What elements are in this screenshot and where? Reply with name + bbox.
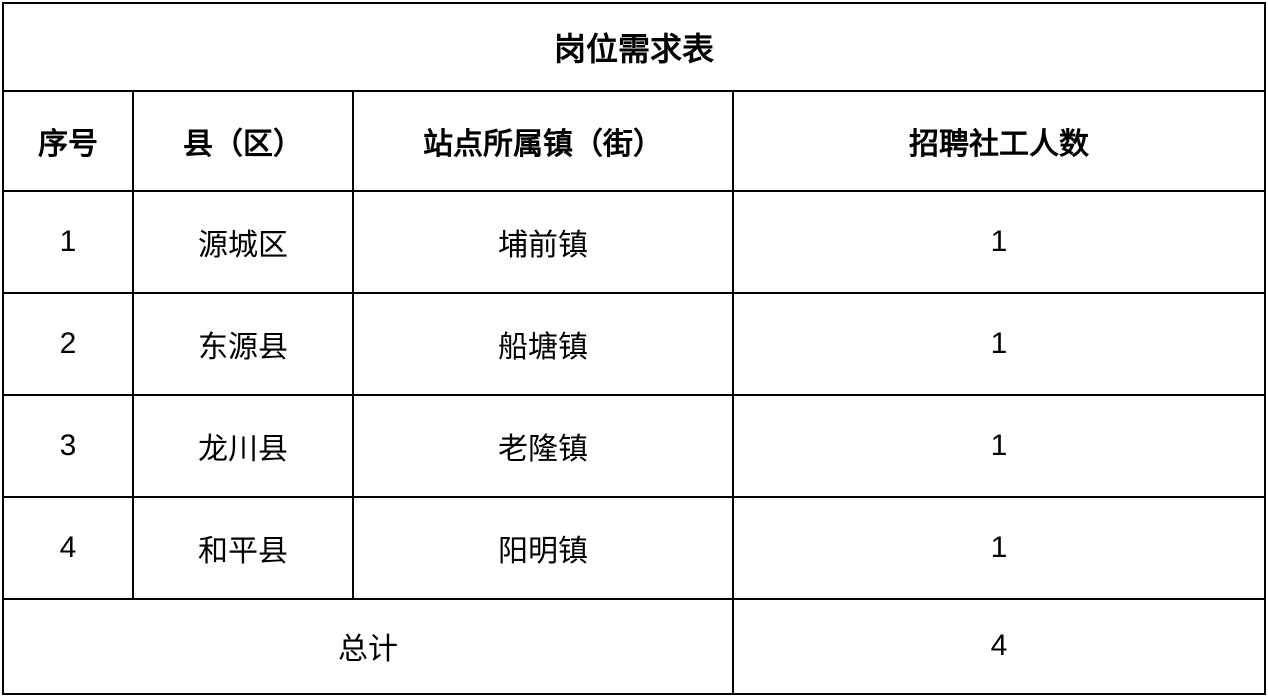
cell-district: 源城区	[133, 191, 353, 293]
table-title: 岗位需求表	[3, 3, 1265, 91]
total-label: 总计	[3, 599, 733, 694]
column-header-seq: 序号	[3, 91, 133, 191]
cell-count: 1	[733, 293, 1265, 395]
table-header-row: 序号 县（区） 站点所属镇（街） 招聘社工人数	[3, 91, 1265, 191]
table-row: 1 源城区 埔前镇 1	[3, 191, 1265, 293]
cell-town: 老隆镇	[353, 395, 733, 497]
column-header-town: 站点所属镇（街）	[353, 91, 733, 191]
cell-town: 埔前镇	[353, 191, 733, 293]
cell-seq: 3	[3, 395, 133, 497]
cell-seq: 1	[3, 191, 133, 293]
cell-district: 龙川县	[133, 395, 353, 497]
column-header-count: 招聘社工人数	[733, 91, 1265, 191]
column-header-district: 县（区）	[133, 91, 353, 191]
position-demand-table: 岗位需求表 序号 县（区） 站点所属镇（街） 招聘社工人数 1 源城区 埔前镇 …	[2, 2, 1266, 695]
cell-seq: 2	[3, 293, 133, 395]
table-title-row: 岗位需求表	[3, 3, 1265, 91]
cell-seq: 4	[3, 497, 133, 599]
table-total-row: 总计 4	[3, 599, 1265, 694]
table-row: 4 和平县 阳明镇 1	[3, 497, 1265, 599]
total-value: 4	[733, 599, 1265, 694]
cell-count: 1	[733, 497, 1265, 599]
table-row: 2 东源县 船塘镇 1	[3, 293, 1265, 395]
cell-town: 船塘镇	[353, 293, 733, 395]
cell-town: 阳明镇	[353, 497, 733, 599]
table-row: 3 龙川县 老隆镇 1	[3, 395, 1265, 497]
cell-district: 东源县	[133, 293, 353, 395]
cell-district: 和平县	[133, 497, 353, 599]
cell-count: 1	[733, 395, 1265, 497]
cell-count: 1	[733, 191, 1265, 293]
